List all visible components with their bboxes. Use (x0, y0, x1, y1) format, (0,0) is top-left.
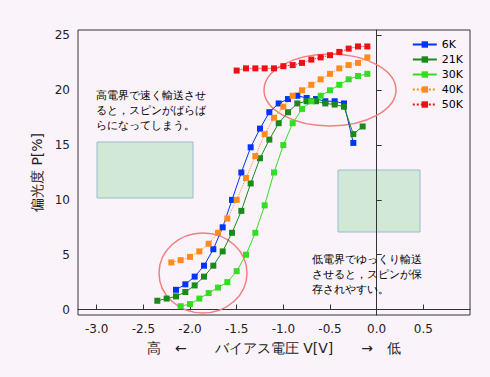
svg-text:10: 10 (55, 193, 70, 207)
svg-text:30K: 30K (442, 68, 464, 81)
svg-text:0.5: 0.5 (414, 322, 433, 336)
svg-text:高 ← バイアス電圧 V[V] → 低: 高 ← バイアス電圧 V[V] → 低 (147, 340, 401, 356)
svg-text:低電界でゆっくり輸送: 低電界でゆっくり輸送 (312, 253, 422, 266)
svg-text:-1.0: -1.0 (272, 322, 295, 336)
svg-text:15: 15 (55, 138, 70, 152)
svg-text:6K: 6K (442, 38, 457, 51)
svg-text:-2.0: -2.0 (178, 322, 201, 336)
svg-text:-3.0: -3.0 (85, 322, 108, 336)
svg-text:0: 0 (62, 303, 70, 317)
svg-text:-0.5: -0.5 (318, 322, 341, 336)
svg-text:-1.5: -1.5 (225, 322, 248, 336)
svg-text:ると，スピンがばらば: ると，スピンがばらば (96, 104, 207, 117)
svg-text:40K: 40K (442, 83, 464, 96)
svg-text:0.0: 0.0 (367, 322, 386, 336)
svg-text:高電界で速く輸送させ: 高電界で速く輸送させ (96, 89, 206, 102)
svg-text:50K: 50K (442, 98, 464, 111)
svg-text:らになってしまう。: らになってしまう。 (96, 119, 195, 132)
svg-text:5: 5 (62, 248, 70, 262)
svg-text:存されやすい。: 存されやすい。 (312, 283, 389, 296)
svg-text:20: 20 (55, 83, 70, 97)
svg-text:偏光度 P[%]: 偏光度 P[%] (29, 133, 45, 212)
svg-text:21K: 21K (442, 53, 464, 66)
svg-text:させると，スピンが保: させると，スピンが保 (312, 268, 422, 281)
svg-text:-2.5: -2.5 (132, 322, 155, 336)
svg-text:25: 25 (55, 28, 70, 42)
